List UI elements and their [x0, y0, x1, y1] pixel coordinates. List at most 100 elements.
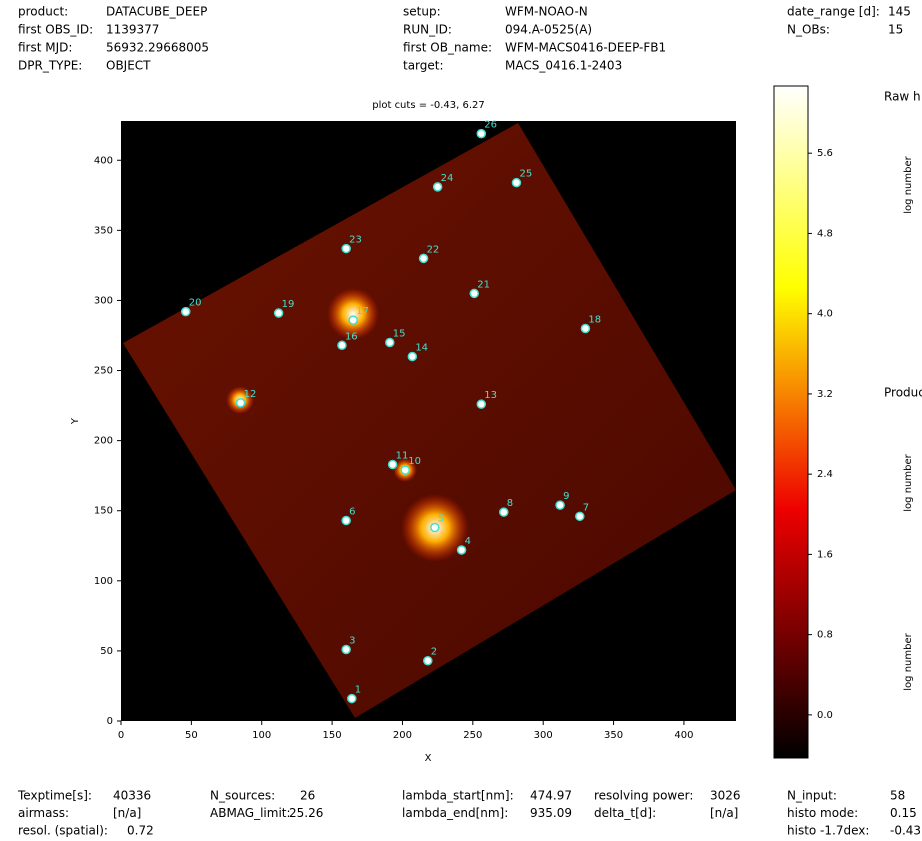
colorbar [774, 86, 808, 758]
page: product:DATACUBE_DEEPfirst OBS_ID:113937… [0, 0, 922, 841]
field-value: 58 [890, 789, 905, 803]
source-label: 15 [393, 328, 406, 339]
field-value: WFM-NOAO-N [505, 5, 588, 19]
panel-title: Produc [884, 386, 922, 400]
field-label: RUN_ID: [403, 23, 452, 37]
field-label: N_sources: [210, 789, 275, 803]
field-label: lambda_start[nm]: [402, 789, 514, 803]
source-marker [556, 501, 564, 509]
source-marker [342, 646, 350, 654]
field-value: DATACUBE_DEEP [106, 5, 207, 19]
x-tick-label: 350 [604, 730, 623, 741]
field-value: 094.A-0525(A) [505, 23, 592, 37]
source-marker [424, 657, 432, 665]
colorbar-tick-label: 4.8 [817, 228, 833, 239]
colorbar-tick-label: 2.4 [817, 469, 833, 480]
source-marker [275, 309, 283, 317]
field-value: 145 [888, 5, 911, 19]
source-marker [182, 308, 190, 316]
y-tick-label: 200 [94, 436, 113, 447]
x-tick-label: 100 [252, 730, 271, 741]
source-marker [342, 245, 350, 253]
source-label: 25 [519, 169, 532, 180]
field-value: MACS_0416.1-2403 [505, 59, 622, 73]
source-marker [420, 254, 428, 262]
source-label: 12 [244, 389, 257, 400]
source-marker [500, 508, 508, 516]
axis-label: log number [903, 453, 914, 511]
field-label: histo -1.7dex: [787, 824, 869, 838]
axis-label: log number [903, 632, 914, 690]
field-label: airmass: [18, 806, 69, 820]
source-label: 8 [507, 498, 513, 509]
field-label: date_range [d]: [787, 5, 880, 19]
x-tick-label: 400 [674, 730, 693, 741]
colorbar-tick-label: 3.2 [817, 389, 833, 400]
field-label: first OB_name: [403, 41, 492, 55]
source-marker [342, 517, 350, 525]
y-tick-label: 300 [94, 295, 113, 306]
source-label: 24 [441, 173, 454, 184]
x-tick-label: 50 [185, 730, 198, 741]
source-marker [576, 512, 584, 520]
field-label: N_input: [787, 789, 837, 803]
source-marker [408, 353, 416, 361]
field-value: 1139377 [106, 23, 159, 37]
panel-title: Raw h [884, 90, 921, 104]
source-marker [348, 695, 356, 703]
field-label: DPR_TYPE: [18, 59, 82, 73]
x-axis-label: X [425, 753, 432, 764]
source-label: 23 [349, 235, 362, 246]
source-marker [237, 399, 245, 407]
field-label: product: [18, 5, 68, 19]
field-label: ABMAG_limit: [210, 806, 291, 820]
field-value: 25.26 [289, 806, 323, 820]
y-tick-label: 50 [100, 646, 113, 657]
field-value: 40336 [113, 789, 151, 803]
y-tick-label: 150 [94, 506, 113, 517]
source-label: 14 [415, 343, 428, 354]
source-label: 2 [431, 647, 437, 658]
x-tick-label: 150 [323, 730, 342, 741]
colorbar-tick-label: 0.8 [817, 630, 833, 641]
source-label: 22 [427, 244, 440, 255]
source-label: 4 [465, 536, 471, 547]
source-marker [581, 324, 589, 332]
colorbar-tick-label: 5.6 [817, 148, 833, 159]
source-label: 18 [588, 314, 601, 325]
y-tick-label: 350 [94, 225, 113, 236]
x-tick-label: 0 [118, 730, 124, 741]
source-marker [401, 466, 409, 474]
field-label: Texptime[s]: [17, 789, 92, 803]
source-marker [477, 400, 485, 408]
source-marker [349, 316, 357, 324]
source-marker [470, 289, 478, 297]
field-value: 935.09 [530, 806, 572, 820]
source-label: 7 [583, 502, 589, 513]
source-label: 19 [282, 299, 295, 310]
y-tick-label: 100 [94, 576, 113, 587]
source-marker [431, 524, 439, 532]
source-marker [477, 130, 485, 138]
x-tick-label: 300 [534, 730, 553, 741]
source-label: 9 [563, 491, 569, 502]
field-value: 15 [888, 23, 903, 37]
field-label: delta_t[d]: [594, 806, 656, 820]
field-label: lambda_end[nm]: [402, 806, 508, 820]
source-label: 5 [438, 514, 444, 525]
source-marker [512, 179, 520, 187]
y-axis-label: Y [70, 417, 81, 425]
axis-label: log number [903, 155, 914, 213]
colorbar-tick-label: 1.6 [817, 549, 833, 560]
source-label: 17 [356, 306, 369, 317]
y-tick-label: 400 [94, 155, 113, 166]
field-label: first MJD: [18, 41, 72, 55]
source-label: 13 [484, 390, 497, 401]
y-tick-label: 250 [94, 366, 113, 377]
source-label: 16 [345, 331, 358, 342]
source-label: 6 [349, 507, 355, 518]
source-marker [389, 460, 397, 468]
field-label: resolving power: [594, 789, 693, 803]
source-label: 11 [396, 450, 409, 461]
field-value: -0.43 [890, 824, 921, 838]
